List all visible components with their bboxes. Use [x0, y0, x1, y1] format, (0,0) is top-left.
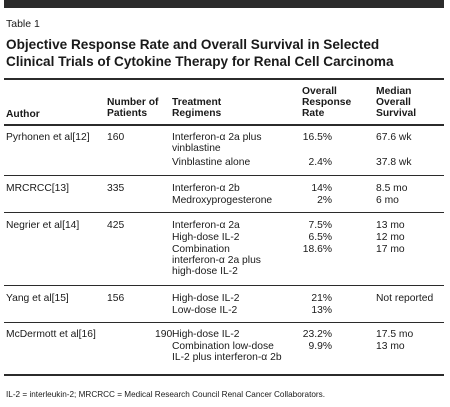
author-cell: Negrier et al[14]	[6, 220, 80, 231]
rate-cell: 13%	[311, 305, 332, 316]
rate-cell: 6.5%	[308, 232, 332, 243]
survival-cell: 8.5 mo	[376, 183, 408, 194]
author-cell: Pyrhonen et al[12]	[6, 132, 90, 143]
regimen-cell: High-dose IL-2	[172, 329, 240, 340]
rate-cell: 14%	[311, 183, 332, 194]
rate-cell: 9.9%	[308, 341, 332, 352]
row-divider	[4, 175, 444, 176]
header-top-rule	[4, 78, 444, 80]
table-footnote: IL-2 = interleukin-2; MRCRCC = Medical R…	[6, 390, 325, 399]
rate-cell: 2%	[317, 195, 332, 206]
survival-cell: 13 mo	[376, 220, 405, 231]
survival-cell: 12 mo	[376, 232, 405, 243]
patients-cell: 156	[107, 293, 125, 304]
rate-cell: 7.5%	[308, 220, 332, 231]
survival-cell: Not reported	[376, 293, 434, 304]
rate-cell: 2.4%	[308, 157, 332, 168]
header-patients: Number of Patients	[107, 97, 159, 119]
regimen-cell: Combination interferon-α 2a plus high-do…	[172, 244, 261, 277]
table-title: Objective Response Rate and Overall Surv…	[6, 36, 444, 70]
row-divider	[4, 285, 444, 286]
survival-cell: 6 mo	[376, 195, 399, 206]
header-survival: Median Overall Survival	[376, 86, 417, 119]
author-cell: Yang et al[15]	[6, 293, 69, 304]
survival-cell: 13 mo	[376, 341, 405, 352]
header-author: Author	[6, 109, 40, 120]
regimen-cell: High-dose IL-2	[172, 293, 240, 304]
row-divider	[4, 322, 444, 323]
rate-cell: 21%	[311, 293, 332, 304]
rate-cell: 23.2%	[302, 329, 332, 340]
table-bottom-rule	[4, 374, 444, 376]
regimen-cell: High-dose IL-2	[172, 232, 240, 243]
header-bottom-rule	[4, 124, 444, 126]
survival-cell: 67.6 wk	[376, 132, 412, 143]
regimen-cell: Vinblastine alone	[172, 157, 251, 168]
title-line: Clinical Trials of Cytokine Therapy for …	[6, 54, 394, 69]
header-regimens: Treatment Regimens	[172, 97, 222, 119]
regimen-cell: Medroxyprogesterone	[172, 195, 273, 206]
regimen-cell: Combination low-dose IL-2 plus interfero…	[172, 341, 282, 363]
rate-cell: 18.6%	[302, 244, 332, 255]
rate-cell: 16.5%	[302, 132, 332, 143]
regimen-cell: Interferon-α 2a	[172, 220, 240, 231]
patients-cell: 190	[155, 329, 173, 340]
header-response: Overall Response Rate	[302, 86, 352, 119]
row-divider	[4, 212, 444, 213]
patients-cell: 425	[107, 220, 125, 231]
author-cell: McDermott et al[16]	[6, 329, 96, 340]
title-line: Objective Response Rate and Overall Surv…	[6, 37, 380, 52]
survival-cell: 17.5 mo	[376, 329, 414, 340]
author-cell: MRCRCC[13]	[6, 183, 69, 194]
regimen-cell: Interferon-α 2b	[172, 183, 240, 194]
patients-cell: 335	[107, 183, 125, 194]
table-label: Table 1	[6, 18, 40, 30]
regimen-cell: Low-dose IL-2	[172, 305, 238, 316]
survival-cell: 17 mo	[376, 244, 405, 255]
top-bar	[4, 0, 444, 8]
patients-cell: 160	[107, 132, 125, 143]
regimen-cell: Interferon-α 2a plus vinblastine	[172, 132, 262, 154]
survival-cell: 37.8 wk	[376, 157, 412, 168]
